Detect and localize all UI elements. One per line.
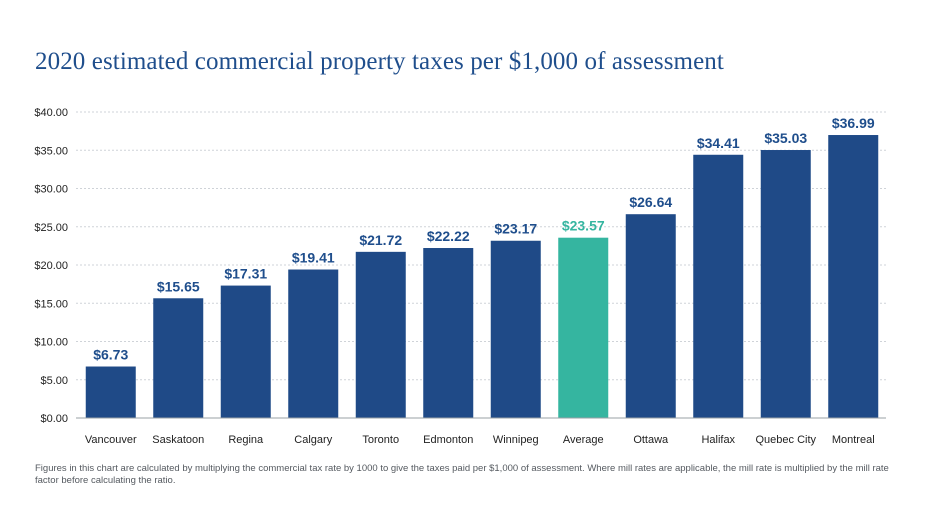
x-tick-label: Average [563, 434, 604, 446]
y-tick-label: $10.00 [34, 337, 68, 349]
bar-regina [220, 285, 271, 418]
x-tick-label: Saskatoon [152, 434, 204, 446]
y-tick-label: $30.00 [34, 184, 68, 196]
value-label: $22.22 [427, 228, 470, 244]
value-label: $36.99 [832, 115, 875, 131]
value-label: $21.72 [359, 232, 402, 248]
x-tick-label: Quebec City [755, 434, 816, 446]
chart-title: 2020 estimated commercial property taxes… [35, 48, 724, 75]
bar-calgary [288, 269, 339, 418]
y-tick-label: $15.00 [34, 298, 68, 310]
x-tick-label: Vancouver [85, 434, 137, 446]
value-label: $6.73 [93, 347, 128, 363]
value-label: $23.17 [494, 221, 537, 237]
bar-winnipeg [490, 240, 541, 418]
value-label: $34.41 [697, 135, 740, 151]
value-label: $15.65 [157, 278, 200, 294]
x-tick-label: Calgary [294, 434, 332, 446]
x-axis-tick-labels: Vancouver Saskatoon Regina Calgary Toronto Ed… [85, 434, 875, 446]
x-tick-label: Winnipeg [493, 434, 539, 446]
x-tick-label: Regina [228, 434, 264, 446]
value-label: $26.64 [629, 194, 672, 210]
bars [85, 135, 879, 419]
bar-montreal [828, 135, 879, 419]
gridlines [76, 111, 886, 381]
x-tick-label: Toronto [362, 434, 399, 446]
y-tick-label: $5.00 [40, 375, 68, 387]
bar-halifax [693, 154, 744, 419]
bar-saskatoon [153, 298, 204, 418]
y-tick-label: $20.00 [34, 260, 68, 272]
value-labels: $6.73 $15.65 $17.31 $19.41 $21.72 $22.22 $23.1… [93, 115, 875, 362]
bar-average [558, 237, 609, 418]
y-axis-tick-labels: $0.00 $5.00 $10.00 $15.00 $20.00 $25.00 $30.00… [34, 107, 68, 425]
bar-chart: $0.00 $5.00 $10.00 $15.00 $20.00 $25.00 $30.00… [34, 107, 886, 446]
bar-ottawa [625, 214, 676, 418]
y-tick-label: $25.00 [34, 222, 68, 234]
x-tick-label: Ottawa [633, 434, 669, 446]
x-tick-label: Edmonton [423, 434, 473, 446]
value-label: $23.57 [562, 218, 605, 234]
value-label: $19.41 [292, 250, 335, 266]
y-tick-label: $35.00 [34, 145, 68, 157]
value-label: $17.31 [224, 266, 267, 282]
bar-toronto [355, 251, 406, 418]
y-tick-label: $0.00 [40, 413, 68, 425]
value-label: $35.03 [764, 130, 807, 146]
y-tick-label: $40.00 [34, 107, 68, 119]
bar-edmonton [423, 248, 474, 418]
bar-quebec-city [760, 150, 811, 418]
x-tick-label: Montreal [832, 434, 875, 446]
bar-vancouver [85, 366, 136, 418]
x-tick-label: Halifax [701, 434, 735, 446]
footnote: Figures in this chart are calculated by … [35, 463, 889, 486]
